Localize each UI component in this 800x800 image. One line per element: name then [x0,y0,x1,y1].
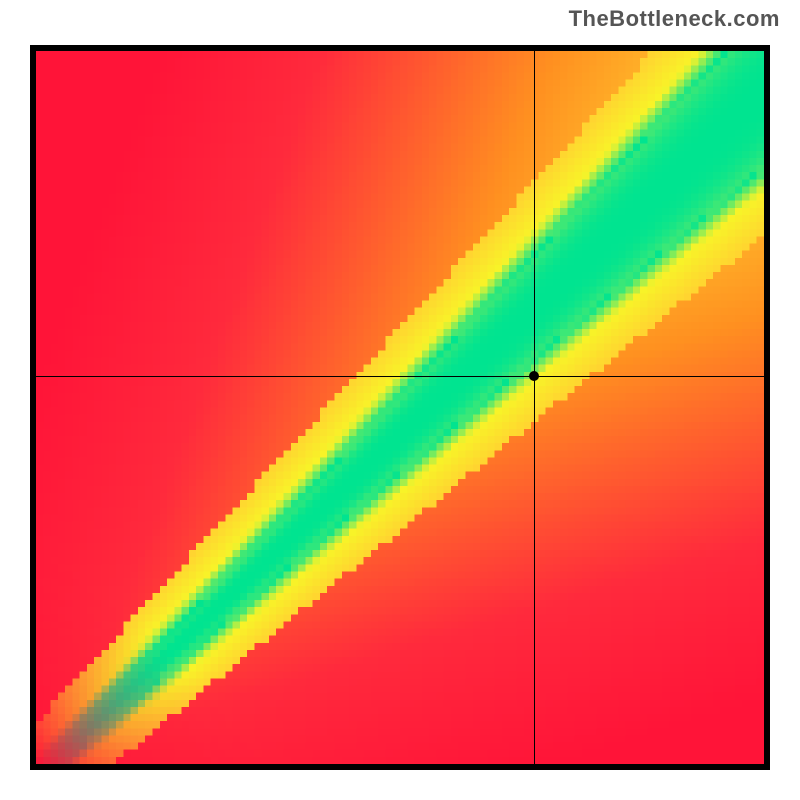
plot-frame [30,45,770,770]
attribution-text: TheBottleneck.com [569,6,780,32]
crosshair-vertical [534,51,535,764]
crosshair-marker [529,371,539,381]
crosshair-horizontal [36,376,764,377]
plot-area [36,51,764,764]
heatmap-canvas [36,51,764,764]
bottleneck-heatmap-figure: TheBottleneck.com [0,0,800,800]
